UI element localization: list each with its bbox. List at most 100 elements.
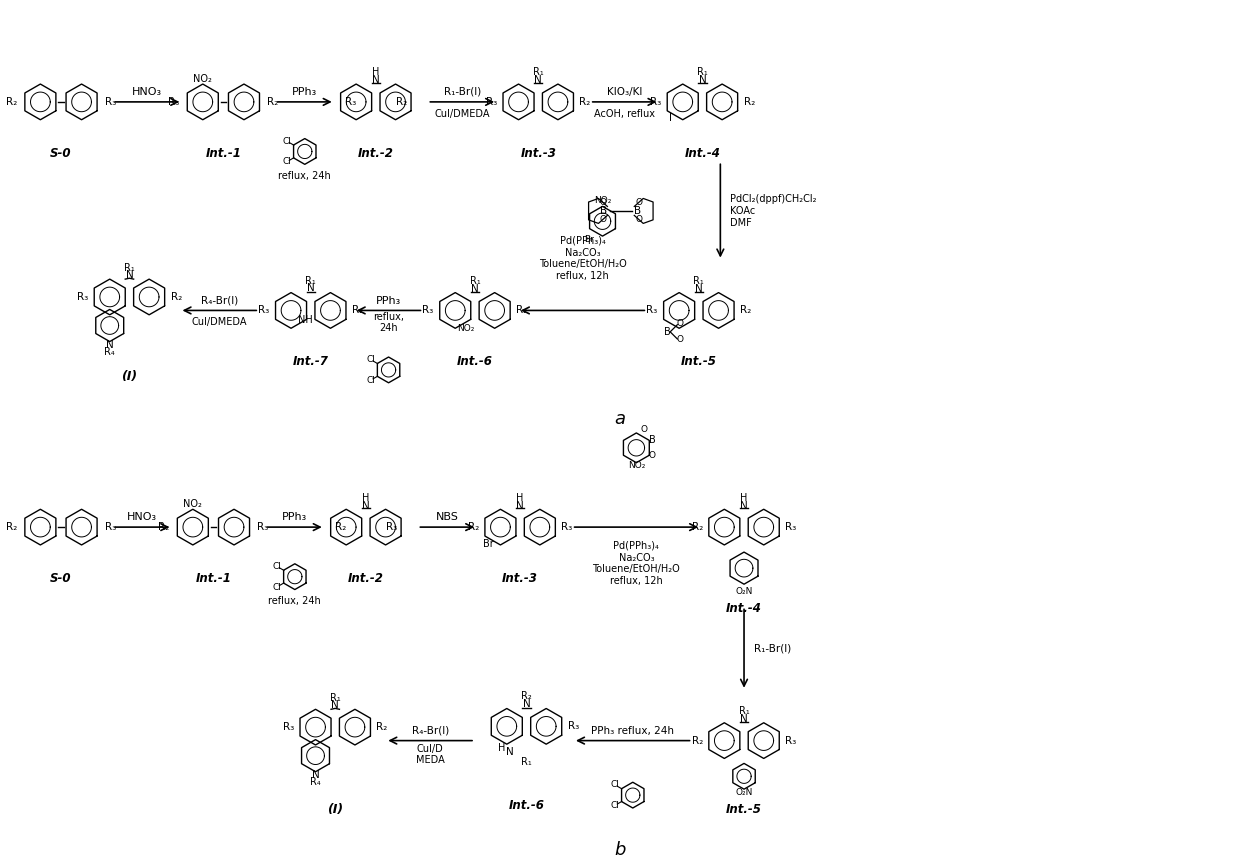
Text: H: H — [741, 492, 747, 503]
Text: B: B — [634, 206, 642, 216]
Text: R₂: R₂ — [6, 97, 17, 107]
Text: Int.-4: Int.-4 — [726, 602, 762, 615]
Text: Int.-2: Int.-2 — [348, 572, 384, 585]
Text: H: H — [517, 492, 524, 503]
Text: HNO₃: HNO₃ — [133, 87, 162, 97]
Text: N: N — [362, 501, 369, 511]
Text: NO₂: NO₂ — [628, 461, 646, 470]
Text: R₃: R₃ — [786, 522, 797, 532]
Text: Br: Br — [584, 234, 593, 244]
Text: R₂: R₂ — [159, 522, 170, 532]
Text: Int.-4: Int.-4 — [684, 147, 720, 160]
Text: PdCl₂(dppf)CH₂Cl₂
KOAc
DMF: PdCl₂(dppf)CH₂Cl₂ KOAc DMF — [730, 194, 817, 227]
Text: O: O — [641, 425, 648, 435]
Text: R₂: R₂ — [517, 306, 528, 315]
Text: O₂N: O₂N — [735, 587, 753, 596]
Text: R₂: R₂ — [377, 722, 388, 732]
Text: R₁: R₁ — [738, 706, 750, 716]
Text: R₃: R₃ — [786, 735, 797, 746]
Text: N: N — [312, 770, 320, 780]
Text: Cl: Cl — [366, 376, 375, 384]
Text: R₃: R₃ — [344, 97, 356, 107]
Text: Int.-2: Int.-2 — [358, 147, 394, 160]
Text: R₂: R₂ — [171, 292, 182, 302]
Text: H: H — [498, 743, 506, 753]
Text: O: O — [676, 335, 684, 345]
Text: Cl: Cl — [273, 562, 281, 571]
Text: R₃: R₃ — [567, 721, 579, 731]
Text: AcOH, reflux: AcOH, reflux — [595, 109, 655, 118]
Text: R₂: R₂ — [467, 522, 479, 532]
Text: reflux, 24h: reflux, 24h — [269, 596, 321, 607]
Text: CuI/DMEDA: CuI/DMEDA — [192, 317, 247, 327]
Text: (I): (I) — [121, 371, 138, 384]
Text: R₁: R₁ — [533, 67, 544, 78]
Text: N: N — [307, 283, 315, 293]
Text: R₃: R₃ — [258, 522, 269, 532]
Text: H: H — [362, 492, 369, 503]
Text: Cl: Cl — [611, 780, 620, 789]
Text: Int.-1: Int.-1 — [196, 572, 232, 585]
Text: R₄: R₄ — [310, 778, 321, 787]
Text: PPh₃: PPh₃ — [292, 87, 317, 97]
Text: B: B — [600, 206, 607, 216]
Text: Int.-7: Int.-7 — [292, 355, 328, 368]
Text: R₂: R₂ — [740, 306, 751, 315]
Text: N: N — [534, 75, 543, 86]
Text: R₃: R₃ — [385, 522, 396, 532]
Text: R₂: R₂ — [6, 522, 17, 532]
Text: R₂: R₂ — [522, 691, 532, 701]
Text: Cl: Cl — [366, 355, 375, 364]
Text: O: O — [676, 320, 684, 328]
Text: R₂: R₂ — [743, 97, 755, 107]
Text: S-0: S-0 — [51, 572, 72, 585]
Text: O: O — [600, 215, 606, 225]
Text: N: N — [523, 699, 530, 709]
Text: R₃: R₃ — [650, 97, 662, 107]
Text: a: a — [615, 410, 626, 428]
Text: N: N — [125, 270, 134, 280]
Text: N: N — [507, 747, 514, 757]
Text: R₁: R₁ — [330, 693, 341, 702]
Text: N: N — [471, 284, 478, 294]
Text: CuI/D
MEDA: CuI/D MEDA — [416, 744, 445, 766]
Text: R₁: R₁ — [522, 757, 532, 767]
Text: NO₂: NO₂ — [457, 324, 475, 333]
Text: Int.-5: Int.-5 — [681, 355, 717, 368]
Text: R₂: R₂ — [691, 735, 703, 746]
Text: CuI/DMEDA: CuI/DMEDA — [435, 109, 489, 118]
Text: R₁: R₁ — [305, 276, 316, 286]
Text: R₃: R₃ — [77, 292, 88, 302]
Text: R₂: R₂ — [268, 97, 279, 107]
Text: NO₂: NO₂ — [593, 196, 611, 205]
Text: S-0: S-0 — [51, 147, 72, 160]
Text: N: N — [331, 700, 339, 710]
Text: R₂: R₂ — [580, 97, 591, 107]
Text: (I): (I) — [327, 804, 343, 816]
Text: R₁-Br(I): R₁-Br(I) — [755, 644, 792, 653]
Text: R₂: R₂ — [352, 306, 363, 315]
Text: R₃: R₃ — [105, 97, 116, 107]
Text: R₁: R₁ — [124, 263, 135, 272]
Text: Int.-6: Int.-6 — [457, 355, 493, 368]
Text: Int.-3: Int.-3 — [520, 147, 556, 160]
Text: R₄-Br(I): R₄-Br(I) — [411, 726, 449, 736]
Text: Cl: Cl — [611, 801, 620, 810]
Text: R₄-Br(I): R₄-Br(I) — [201, 295, 238, 306]
Text: I: I — [669, 113, 672, 123]
Text: Int.-1: Int.-1 — [206, 147, 242, 160]
Text: N: N — [517, 501, 524, 511]
Text: O: O — [636, 198, 642, 206]
Text: H: H — [372, 67, 379, 78]
Text: Int.-5: Int.-5 — [726, 804, 762, 816]
Text: N: N — [740, 501, 748, 511]
Text: R₃: R₃ — [169, 97, 180, 107]
Text: R₁: R₁ — [698, 67, 707, 78]
Text: R₁: R₁ — [694, 276, 704, 286]
Text: B: B — [664, 327, 670, 337]
Text: KIO₃/KI: KIO₃/KI — [607, 87, 642, 97]
Text: Cl: Cl — [273, 582, 281, 592]
Text: N: N — [740, 715, 748, 724]
Text: reflux,
24h: reflux, 24h — [373, 312, 404, 334]
Text: R₄: R₄ — [104, 347, 115, 357]
